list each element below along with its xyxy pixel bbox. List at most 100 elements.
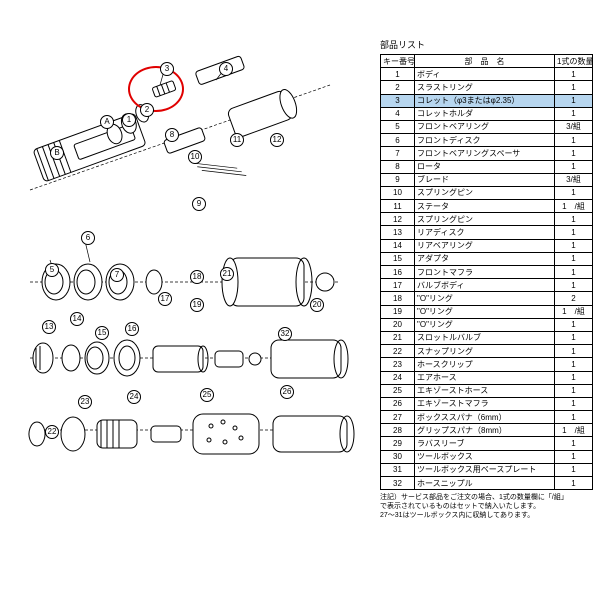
cell-key: 28 <box>381 424 415 437</box>
cell-qty: 1 <box>555 345 593 358</box>
cell-name: フロントディスク <box>415 134 555 147</box>
cell-name: ロータ <box>415 160 555 173</box>
cell-qty: 3/組 <box>555 173 593 186</box>
callout-22: 22 <box>45 425 59 439</box>
cell-name: ステータ <box>415 200 555 213</box>
cell-key: 7 <box>381 147 415 160</box>
cell-key: 21 <box>381 331 415 344</box>
cell-name: スプリングピン <box>415 213 555 226</box>
cell-name: ボックススパナ（6mm） <box>415 411 555 424</box>
callout-19: 19 <box>190 298 204 312</box>
cell-qty: 1 <box>555 358 593 371</box>
cell-name: スラストリング <box>415 81 555 94</box>
table-row: 19"O"リング1 /組 <box>381 305 593 318</box>
cell-name: コレットホルダ <box>415 107 555 120</box>
table-row: 12スプリングピン1 <box>381 213 593 226</box>
table-row: 6フロントディスク1 <box>381 134 593 147</box>
cell-qty: 1 <box>555 279 593 292</box>
cell-qty: 1 <box>555 318 593 331</box>
table-row: 1ボディ1 <box>381 68 593 81</box>
cell-key: 26 <box>381 397 415 410</box>
callout-2: 2 <box>140 103 154 117</box>
cell-name: エアホース <box>415 371 555 384</box>
figure-canvas: 3421AB8111210965713141516171821192032222… <box>0 0 600 600</box>
callout-3: 3 <box>160 62 174 76</box>
table-row: 14リアベアリング1 <box>381 239 593 252</box>
cell-qty: 1 <box>555 331 593 344</box>
cell-key: 12 <box>381 213 415 226</box>
table-row: 9ブレード3/組 <box>381 173 593 186</box>
cell-name: ツールボックス用ベースプレート <box>415 463 555 476</box>
cell-qty: 1 <box>555 450 593 463</box>
cell-key: 13 <box>381 226 415 239</box>
cell-key: 4 <box>381 107 415 120</box>
cell-key: 2 <box>381 81 415 94</box>
table-row: 8ロータ1 <box>381 160 593 173</box>
table-row: 7フロントベアリングスペーサ1 <box>381 147 593 160</box>
cell-qty: 1 <box>555 107 593 120</box>
cell-qty: 1 /組 <box>555 305 593 318</box>
cell-name: フロントベアリングスペーサ <box>415 147 555 160</box>
callout-17: 17 <box>158 292 172 306</box>
table-row: 28グリップスパナ（8mm）1 /組 <box>381 424 593 437</box>
cell-key: 22 <box>381 345 415 358</box>
parts-list-panel: 部品リスト キー番号 部 品 名 1式の数量 1ボディ12スラストリング13コレ… <box>380 38 592 520</box>
cell-key: 31 <box>381 463 415 476</box>
cell-qty: 1 <box>555 477 593 490</box>
table-row: 17バルブボディ1 <box>381 279 593 292</box>
callout-5: 5 <box>45 263 59 277</box>
cell-name: エキゾーストマフラ <box>415 397 555 410</box>
cell-qty: 1 <box>555 411 593 424</box>
cell-qty: 1 <box>555 371 593 384</box>
callout-1: 1 <box>122 113 136 127</box>
cell-name: スロットルバルブ <box>415 331 555 344</box>
callout-15: 15 <box>95 326 109 340</box>
cell-key: 15 <box>381 252 415 265</box>
table-row: 3コレット（φ3またはφ2.35）1 <box>381 94 593 107</box>
cell-qty: 1 <box>555 239 593 252</box>
callout-18: 18 <box>190 270 204 284</box>
table-row: 25エキゾーストホース1 <box>381 384 593 397</box>
cell-name: スナップリング <box>415 345 555 358</box>
cell-key: 29 <box>381 437 415 450</box>
callout-26: 26 <box>280 385 294 399</box>
cell-qty: 1 <box>555 134 593 147</box>
callout-14: 14 <box>70 312 84 326</box>
cell-key: 17 <box>381 279 415 292</box>
cell-key: 30 <box>381 450 415 463</box>
callout-6: 6 <box>81 231 95 245</box>
cell-key: 25 <box>381 384 415 397</box>
callout-B: B <box>50 146 64 160</box>
cell-name: "O"リング <box>415 305 555 318</box>
table-row: 32ホースニップル1 <box>381 477 593 490</box>
cell-name: リアベアリング <box>415 239 555 252</box>
cell-key: 9 <box>381 173 415 186</box>
table-row: 24エアホース1 <box>381 371 593 384</box>
cell-name: ツールボックス <box>415 450 555 463</box>
callout-21: 21 <box>220 267 234 281</box>
cell-qty: 1 <box>555 437 593 450</box>
cell-qty: 1 /組 <box>555 200 593 213</box>
header-name: 部 品 名 <box>415 55 555 68</box>
callout-9: 9 <box>192 197 206 211</box>
cell-name: バルブボディ <box>415 279 555 292</box>
table-row: 26エキゾーストマフラ1 <box>381 397 593 410</box>
table-row: 21スロットルバルブ1 <box>381 331 593 344</box>
table-row: 30ツールボックス1 <box>381 450 593 463</box>
cell-name: リアディスク <box>415 226 555 239</box>
table-row: 16フロントマフラ1 <box>381 266 593 279</box>
highlight-ring <box>128 66 184 112</box>
cell-qty: 1 <box>555 252 593 265</box>
cell-name: ボディ <box>415 68 555 81</box>
callout-A: A <box>100 115 114 129</box>
cell-name: "O"リング <box>415 318 555 331</box>
callout-4: 4 <box>219 62 233 76</box>
table-row: 10スプリングピン1 <box>381 186 593 199</box>
cell-name: スプリングピン <box>415 186 555 199</box>
table-row: 22スナップリング1 <box>381 345 593 358</box>
cell-key: 6 <box>381 134 415 147</box>
cell-qty: 1 /組 <box>555 424 593 437</box>
cell-name: エキゾーストホース <box>415 384 555 397</box>
cell-name: コレット（φ3またはφ2.35） <box>415 94 555 107</box>
table-row: 20"O"リング1 <box>381 318 593 331</box>
